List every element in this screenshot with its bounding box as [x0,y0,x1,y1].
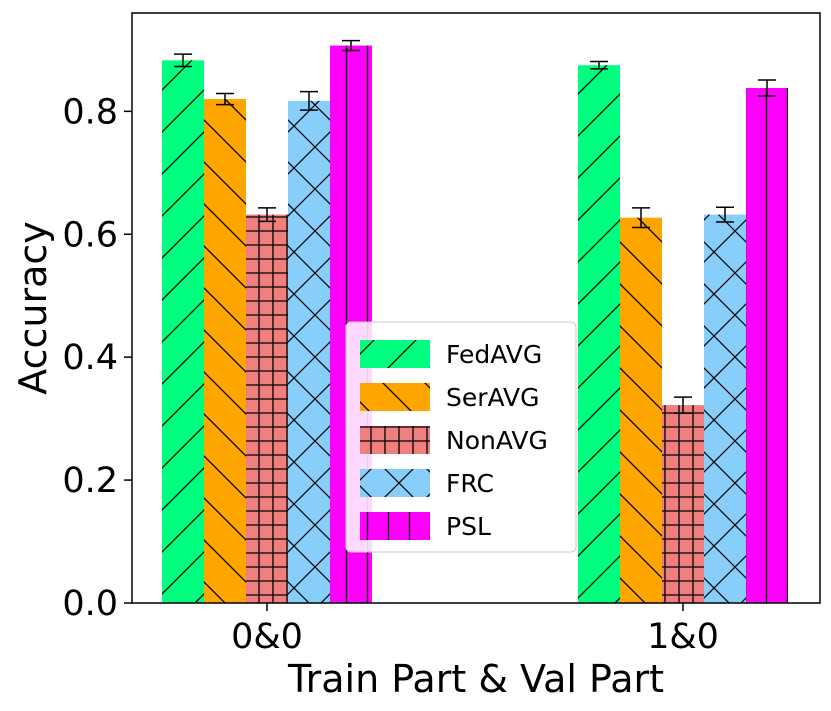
error-bars-layer [174,39,776,414]
legend-swatch-hatch [360,512,430,540]
error-bar-nonavg-0 [258,207,276,223]
x-tick-label: 0&0 [231,617,303,657]
bar-hatch-seravg-1 [620,217,662,603]
y-axis-ticks: 0.0 0.2 0.4 0.6 0.8 [62,92,132,624]
x-tick-label: 1&0 [647,617,719,657]
legend: FedAVG SerAVG NonAVG FRC PSL [345,321,577,553]
bar-hatch-psl-1 [746,87,788,603]
bar-hatch-frc-1 [704,214,746,604]
bar-hatch-nonavg-0 [246,214,288,604]
bar-hatch-fedavg-0 [162,60,204,603]
legend-swatch-hatch [360,383,430,411]
plot-frame [131,12,821,604]
x-axis-ticks: 0&0 1&0 [231,603,719,657]
legend-swatch-hatch [360,426,430,454]
error-bar-fedavg-0 [174,53,192,68]
legend-item-frc: FRC [360,469,494,498]
bar-hatch-seravg-0 [204,99,246,604]
error-bar-psl-0 [342,39,360,52]
legend-label: FRC [446,469,494,498]
y-tick-label: 0.6 [62,215,118,255]
bar-hatch-fedavg-1 [578,65,620,604]
bar-hatch-nonavg-1 [662,405,704,603]
error-bar-frc-1 [716,206,734,223]
y-axis-label: Accuracy [11,221,55,395]
error-bar-frc-0 [300,90,318,111]
error-bar-nonavg-1 [674,396,692,414]
y-tick-label: 0.8 [62,92,118,132]
legend-item-psl: PSL [360,512,491,541]
error-bar-psl-1 [758,79,776,97]
legend-swatch-hatch [360,340,430,368]
legend-swatch-hatch [360,469,430,497]
legend-item-nonavg: NonAVG [360,426,548,455]
legend-item-fedavg: FedAVG [360,340,542,369]
y-tick-label: 0.0 [62,584,118,624]
legend-label: NonAVG [446,426,548,455]
legend-label: SerAVG [446,383,540,412]
legend-item-seravg: SerAVG [360,383,540,412]
y-tick-label: 0.2 [62,461,118,501]
error-bar-fedavg-1 [590,60,608,70]
legend-label: PSL [446,512,491,541]
error-bar-seravg-1 [632,207,650,229]
legend-label: FedAVG [446,340,542,369]
bar-hatch-frc-0 [288,100,330,604]
error-bar-seravg-0 [216,92,234,106]
x-axis-label: Train Part & Val Part [287,657,664,701]
y-tick-label: 0.4 [62,338,118,378]
